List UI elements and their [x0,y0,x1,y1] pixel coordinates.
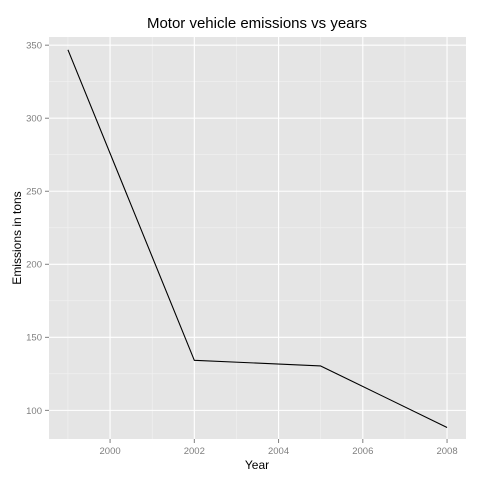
x-axis: 2000 2002 2004 2006 2008 [100,439,458,457]
series-line [67,49,448,428]
series-layer [67,49,448,428]
x-tick-label: 2008 [436,446,457,457]
minor-gridlines [49,37,466,439]
y-tick-label: 350 [26,41,42,52]
plot-panel [49,37,466,439]
chart-title: Motor vehicle emissions vs years [147,15,367,32]
y-tick-label: 100 [26,406,42,417]
x-tick-label: 2004 [268,446,289,457]
y-tick-label: 300 [26,114,42,125]
major-gridlines [49,37,466,439]
y-axis-title: Emissions in tons [10,191,24,284]
x-tick-label: 2000 [100,446,121,457]
y-tick-label: 150 [26,333,42,344]
x-tick-label: 2006 [352,446,373,457]
x-tick-label: 2002 [184,446,205,457]
x-axis-title: Year [245,458,269,472]
y-axis: 100 150 200 250 300 350 [26,41,49,417]
y-tick-label: 250 [26,187,42,198]
y-tick-label: 200 [26,260,42,271]
